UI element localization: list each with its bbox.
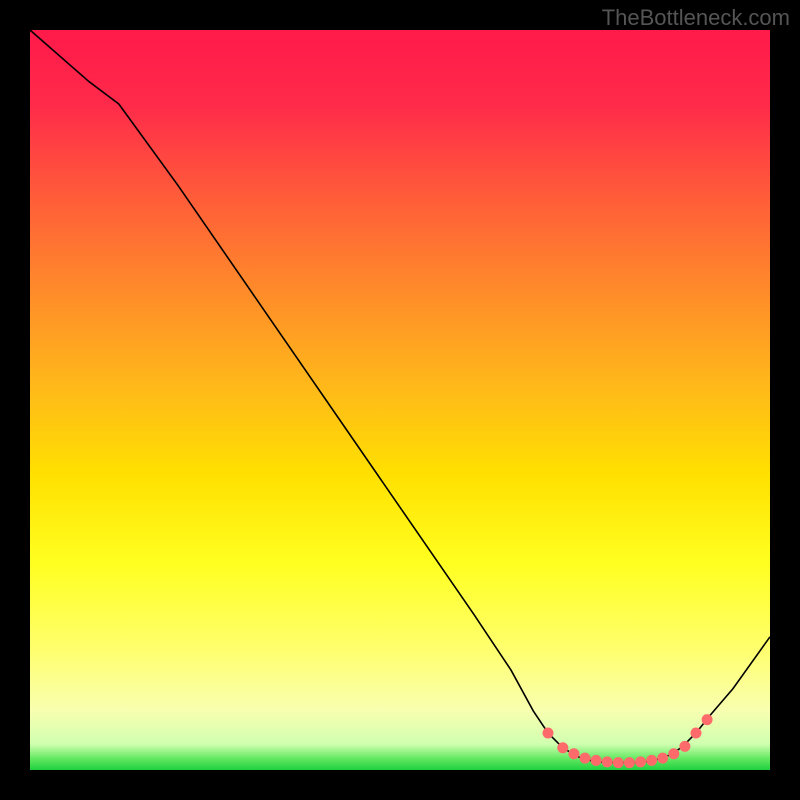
marker-dot (702, 715, 712, 725)
marker-dot (636, 757, 646, 767)
marker-dot (558, 743, 568, 753)
marker-dot (669, 749, 679, 759)
marker-dot (569, 749, 579, 759)
watermark-text: TheBottleneck.com (602, 5, 790, 31)
marker-dot (658, 753, 668, 763)
marker-dot (543, 728, 553, 738)
marker-dot (647, 755, 657, 765)
marker-group (543, 715, 712, 768)
marker-dot (602, 757, 612, 767)
marker-dot (691, 728, 701, 738)
marker-dot (613, 758, 623, 768)
curve-layer (30, 30, 770, 770)
marker-dot (580, 753, 590, 763)
marker-dot (680, 741, 690, 751)
bottleneck-curve (30, 30, 770, 763)
marker-dot (591, 755, 601, 765)
plot-area (30, 30, 770, 770)
marker-dot (624, 758, 634, 768)
